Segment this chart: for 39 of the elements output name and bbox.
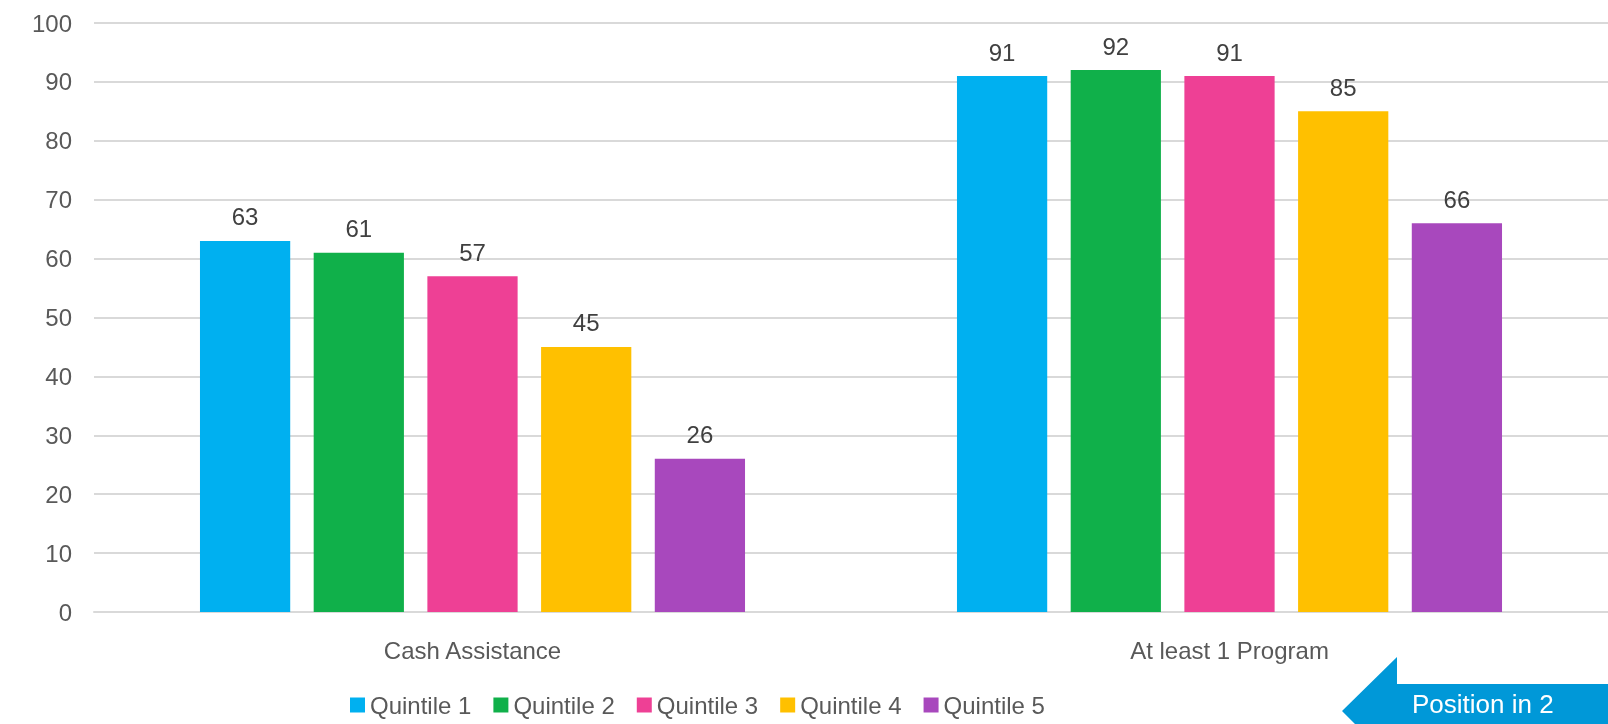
bar [956,76,1048,612]
y-tick-label: 50 [45,304,72,331]
x-tick-label: At least 1 Program [1130,636,1329,664]
legend-label: Quintile 1 [370,691,472,719]
data-label: 91 [1216,38,1243,66]
legend-label: Quintile 3 [656,691,759,719]
data-label: 26 [686,421,714,449]
bar [1184,76,1275,612]
y-tick-label: 70 [45,186,72,214]
bar [199,240,291,612]
legend-label: Quintile 2 [513,691,615,719]
y-tick-label: 30 [45,421,72,449]
legend-label: Quintile 4 [800,691,902,719]
y-tick-label: 60 [45,245,72,273]
y-tick-label: 10 [45,539,72,567]
y-tick-label: 80 [45,127,72,155]
bar [1411,223,1503,612]
bar [654,458,746,612]
data-label: 91 [988,38,1016,66]
data-label: 92 [1102,32,1130,60]
x-tick-label: Cash Assistance [383,636,562,664]
bar [541,346,632,612]
y-tick-label: 0 [58,598,72,626]
data-label: 63 [231,203,259,231]
data-label: 85 [1329,73,1357,101]
legend-label: Quintile 5 [943,691,1045,719]
y-tick-label: 20 [45,480,72,508]
data-label: 57 [459,238,486,266]
data-label: 61 [345,215,373,243]
y-tick-label: 100 [31,9,72,37]
bar [1298,111,1389,612]
data-label: 45 [572,309,600,337]
data-label: 66 [1443,185,1471,213]
bar [1070,70,1161,612]
text: Position in 2 [1412,689,1554,720]
bar [313,252,404,612]
y-tick-label: 90 [45,68,72,96]
bar [427,276,518,612]
y-tick-label: 40 [45,362,72,390]
